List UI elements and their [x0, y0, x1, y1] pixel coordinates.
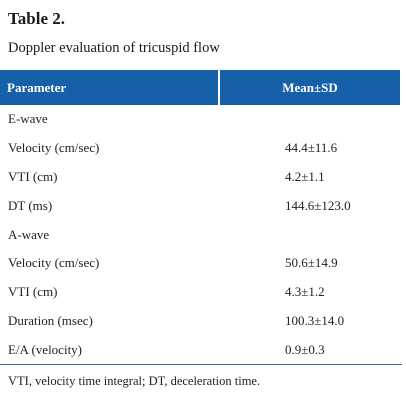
table-row: VTI (cm) 4.2±1.1	[0, 163, 400, 192]
table-header-row: Parameter Mean±SD	[0, 70, 400, 105]
row-value: 144.6±123.0	[285, 197, 351, 213]
row-value: 0.9±0.3	[285, 342, 325, 358]
table-title: Table 2.	[8, 9, 66, 28]
row-parameter: E/A (velocity)	[8, 342, 83, 358]
table-row: Duration (msec) 100.3±14.0	[0, 307, 400, 336]
table-footnote: VTI, velocity time integral; DT, deceler…	[8, 374, 261, 388]
header-parameter: Parameter	[0, 70, 218, 105]
row-value: 50.6±14.9	[285, 255, 338, 271]
table-caption: Doppler evaluation of tricuspid flow	[8, 40, 220, 56]
row-parameter: VTI (cm)	[8, 168, 58, 184]
row-value: 100.3±14.0	[285, 313, 345, 329]
row-parameter: VTI (cm)	[8, 284, 58, 300]
table-row: VTI (cm) 4.3±1.2	[0, 278, 400, 307]
row-parameter: Velocity (cm/sec)	[8, 139, 100, 155]
table-bottom-rule	[0, 364, 402, 365]
table-row: E/A (velocity) 0.9±0.3	[0, 336, 400, 365]
header-mean-sd: Mean±SD	[220, 70, 400, 105]
table-row: Velocity (cm/sec) 44.4±11.6	[0, 134, 400, 163]
table-row-section-e-wave: E-wave	[0, 105, 400, 134]
row-parameter: A-wave	[8, 226, 50, 242]
row-parameter: E-wave	[8, 111, 48, 126]
table-row: DT (ms) 144.6±123.0	[0, 192, 400, 221]
table-row: Velocity (cm/sec) 50.6±14.9	[0, 249, 400, 278]
row-value: 4.3±1.2	[285, 284, 325, 300]
row-value: 4.2±1.1	[285, 168, 325, 184]
row-parameter: Velocity (cm/sec)	[8, 255, 100, 271]
row-parameter: DT (ms)	[8, 197, 53, 213]
table-body: E-wave Velocity (cm/sec) 44.4±11.6 VTI (…	[0, 105, 400, 365]
row-parameter: Duration (msec)	[8, 313, 93, 329]
row-value: 44.4±11.6	[285, 139, 338, 155]
table-row-section-a-wave: A-wave	[0, 221, 400, 250]
